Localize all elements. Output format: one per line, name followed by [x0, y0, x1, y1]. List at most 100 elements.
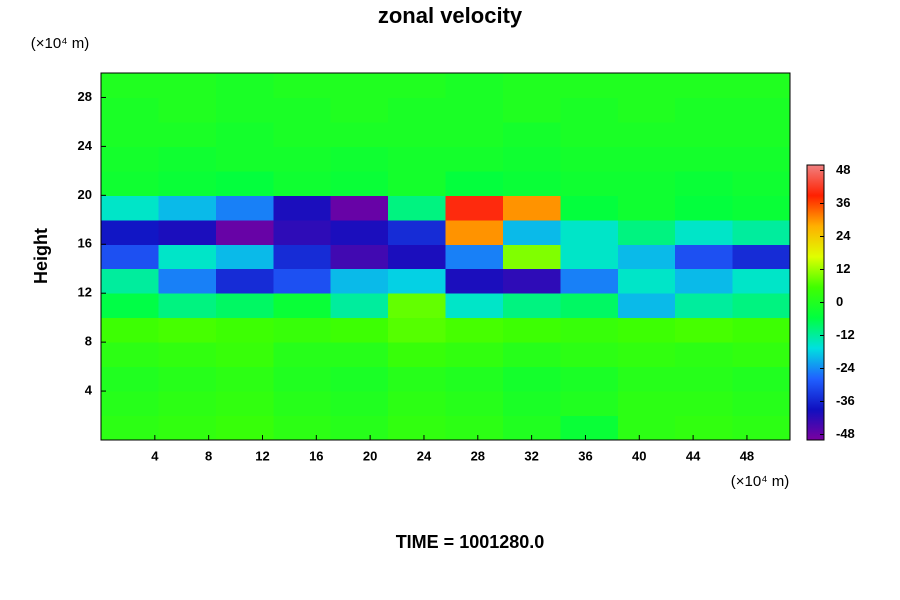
- heat-cell: [101, 317, 159, 343]
- heat-cell: [273, 195, 332, 221]
- heat-cell: [388, 73, 446, 98]
- heat-cell: [101, 219, 159, 245]
- heat-cell: [215, 219, 274, 245]
- heat-cell: [158, 268, 217, 294]
- y-units: (×10⁴ m): [31, 35, 90, 52]
- x-tick-label: 24: [417, 448, 432, 463]
- y-tick-label: 12: [78, 285, 92, 300]
- x-tick-label: 36: [578, 448, 592, 463]
- heat-cell: [330, 195, 389, 221]
- x-tick-label: 40: [632, 448, 646, 463]
- heat-cell: [617, 170, 676, 196]
- heat-cell: [445, 195, 504, 221]
- heat-cell: [101, 244, 159, 270]
- heat-cell: [675, 170, 734, 196]
- heat-cell: [560, 268, 619, 294]
- heat-cell: [388, 293, 446, 319]
- heat-cell: [330, 391, 389, 417]
- x-tick-label: 48: [740, 448, 754, 463]
- heat-cell: [675, 293, 734, 319]
- heat-cell: [388, 121, 446, 147]
- heat-cell: [732, 73, 791, 98]
- heat-cell: [502, 195, 561, 221]
- heat-cell: [101, 268, 159, 294]
- heat-cell: [675, 146, 734, 172]
- heat-cell: [158, 195, 217, 221]
- heat-cell: [445, 415, 504, 441]
- heat-cell: [732, 121, 791, 147]
- heat-cell: [388, 195, 446, 221]
- heat-cell: [101, 391, 159, 417]
- heat-cell: [732, 415, 791, 441]
- heat-cell: [101, 342, 159, 368]
- heat-cell: [560, 415, 619, 441]
- heat-cell: [215, 268, 274, 294]
- heat-cell: [675, 268, 734, 294]
- heat-cell: [732, 342, 791, 368]
- colorbar-tick-label: -24: [836, 360, 856, 375]
- heat-cell: [675, 97, 734, 123]
- heat-cell: [273, 121, 332, 147]
- heat-cell: [388, 170, 446, 196]
- heat-cell: [273, 293, 332, 319]
- y-axis-label: Height: [31, 228, 51, 284]
- heat-cell: [732, 195, 791, 221]
- heat-cell: [215, 366, 274, 392]
- x-tick-label: 28: [471, 448, 485, 463]
- heat-cell: [502, 293, 561, 319]
- heat-cell: [617, 415, 676, 441]
- heat-cell: [388, 244, 446, 270]
- heat-cell: [675, 121, 734, 147]
- heat-cell: [158, 244, 217, 270]
- y-tick-label: 16: [78, 236, 92, 251]
- heat-cell: [675, 244, 734, 270]
- heat-cell: [101, 170, 159, 196]
- heat-cell: [732, 317, 791, 343]
- x-tick-label: 4: [151, 448, 159, 463]
- heat-cell: [158, 73, 217, 98]
- heat-cell: [215, 317, 274, 343]
- heat-cell: [101, 366, 159, 392]
- heat-cell: [158, 391, 217, 417]
- heat-cell: [502, 391, 561, 417]
- heat-cell: [502, 73, 561, 98]
- heat-cell: [445, 293, 504, 319]
- x-tick-label: 20: [363, 448, 377, 463]
- heat-cell: [101, 293, 159, 319]
- heat-cell: [617, 391, 676, 417]
- heat-cell: [502, 366, 561, 392]
- heat-cell: [617, 268, 676, 294]
- heat-cell: [388, 219, 446, 245]
- heat-cell: [560, 391, 619, 417]
- heat-cell: [330, 244, 389, 270]
- heat-cell: [675, 195, 734, 221]
- heat-cell: [445, 268, 504, 294]
- heat-cell: [675, 219, 734, 245]
- heat-cell: [502, 121, 561, 147]
- heat-cell: [675, 342, 734, 368]
- colorbar-tick-label: 48: [836, 162, 850, 177]
- heat-cell: [273, 73, 332, 98]
- heat-cell: [502, 268, 561, 294]
- heat-cell: [445, 219, 504, 245]
- heat-cell: [158, 366, 217, 392]
- heat-cell: [560, 342, 619, 368]
- heat-cell: [502, 342, 561, 368]
- heat-cell: [101, 97, 159, 123]
- heat-cell: [732, 146, 791, 172]
- x-tick-label: 12: [255, 448, 269, 463]
- heat-cell: [101, 195, 159, 221]
- heat-cell: [330, 293, 389, 319]
- heat-cell: [617, 146, 676, 172]
- heat-cell: [617, 73, 676, 98]
- y-tick-label: 24: [78, 138, 93, 153]
- heat-cell: [215, 195, 274, 221]
- heat-cell: [445, 170, 504, 196]
- heat-cell: [445, 97, 504, 123]
- heat-cell: [560, 366, 619, 392]
- heat-cell: [273, 146, 332, 172]
- heat-cell: [158, 146, 217, 172]
- heat-cell: [158, 170, 217, 196]
- heat-cell: [445, 244, 504, 270]
- heat-cell: [560, 97, 619, 123]
